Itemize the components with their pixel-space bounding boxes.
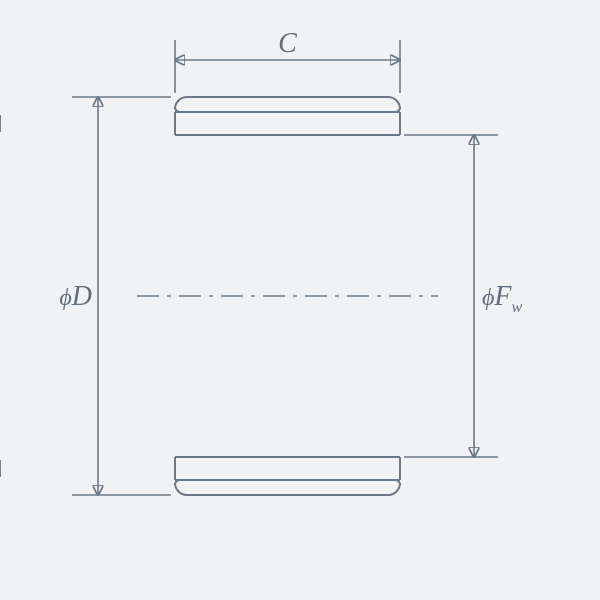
- bearing-diagram: C ϕD ϕFw: [0, 0, 600, 600]
- label-c: C: [278, 28, 297, 59]
- label-phi-d: ϕD: [59, 281, 92, 312]
